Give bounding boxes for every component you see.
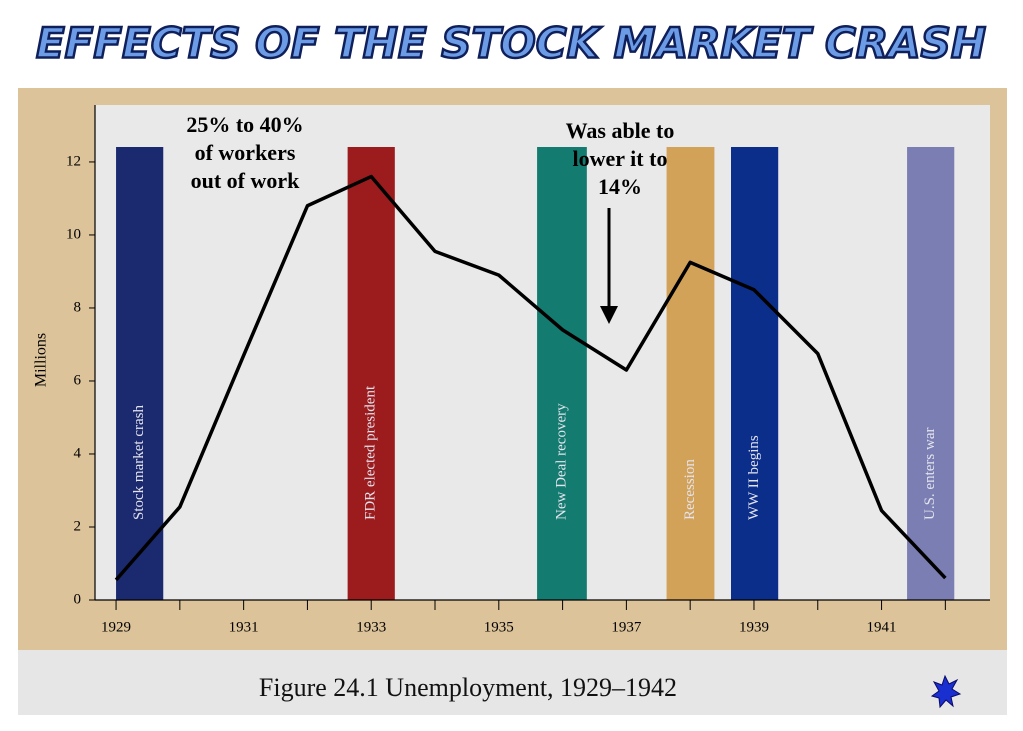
event-label: U.S. enters war xyxy=(922,428,938,520)
x-tick-label: 1939 xyxy=(739,619,769,635)
caption-area xyxy=(18,650,1007,715)
caption: Figure 24.1 Unemployment, 1929–1942 xyxy=(259,673,677,702)
event-band xyxy=(537,147,587,600)
event-band xyxy=(907,147,955,600)
y-tick-label: 0 xyxy=(74,591,82,607)
annotation: out of work xyxy=(191,168,301,193)
y-tick-label: 4 xyxy=(74,445,82,461)
slide-title: EFFECTS OF THE STOCK MARKET CRASH xyxy=(36,19,986,68)
y-tick-label: 10 xyxy=(66,226,81,242)
x-tick-label: 1941 xyxy=(867,619,897,635)
x-tick-label: 1937 xyxy=(611,619,642,635)
y-tick-label: 8 xyxy=(74,299,82,315)
event-label: New Deal recovery xyxy=(553,403,569,520)
plot: Stock market crash FDR elected president N… xyxy=(66,105,990,635)
star-icon xyxy=(930,674,962,709)
event-label: Recession xyxy=(682,459,698,520)
x-tick-label: 1929 xyxy=(101,619,131,635)
y-tick-label: 12 xyxy=(66,153,81,169)
annotation: Was able to xyxy=(566,118,675,143)
arrow-head xyxy=(600,306,618,324)
event-label: Stock market crash xyxy=(131,405,147,520)
annotation: lower it to xyxy=(573,146,668,171)
event-label: FDR elected president xyxy=(363,385,379,520)
x-tick-label: 1931 xyxy=(229,619,259,635)
event-band xyxy=(731,147,779,600)
x-tick-label: 1935 xyxy=(484,619,514,635)
y-tick-label: 2 xyxy=(74,518,82,534)
y-axis-label: Millions xyxy=(33,333,50,387)
event-label: WW II begins xyxy=(746,435,762,520)
event-band xyxy=(116,147,164,600)
annotation: of workers xyxy=(195,140,296,165)
annotation: 25% to 40% xyxy=(186,112,303,137)
event-band xyxy=(347,147,395,600)
annotation: 14% xyxy=(598,174,642,199)
event-band xyxy=(666,147,715,600)
data-line xyxy=(114,174,947,582)
y-tick-label: 6 xyxy=(74,372,82,388)
x-tick-label: 1933 xyxy=(356,619,386,635)
